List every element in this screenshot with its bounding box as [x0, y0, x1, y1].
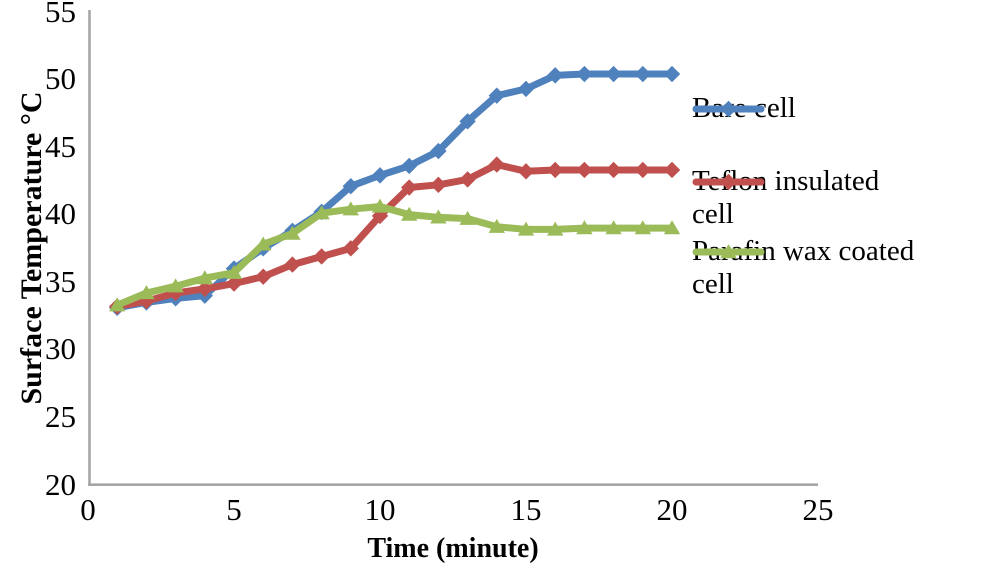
x-tick-label: 25 [802, 492, 834, 527]
y-tick-label: 35 [45, 264, 76, 299]
y-tick-label: 55 [45, 0, 76, 29]
x-tick-label: 0 [80, 492, 96, 527]
y-tick-label: 30 [45, 331, 76, 366]
y-tick-label: 25 [45, 399, 76, 434]
y-tick-label: 40 [45, 196, 76, 231]
series-line-parafin-wax-coated-cell [113, 203, 676, 309]
y-axis-title: Surface Temperature °C [15, 91, 48, 405]
series-line-bare-cell [113, 70, 676, 312]
y-tick-label: 50 [45, 61, 76, 96]
x-tick-label: 10 [364, 492, 396, 527]
x-tick-label: 20 [656, 492, 688, 527]
y-tick-label: 45 [45, 129, 76, 164]
x-axis-title: Time (minute) [367, 533, 539, 564]
y-tick-label: 20 [45, 467, 76, 502]
x-tick-label: 15 [510, 492, 542, 527]
x-tick-label: 5 [226, 492, 242, 527]
